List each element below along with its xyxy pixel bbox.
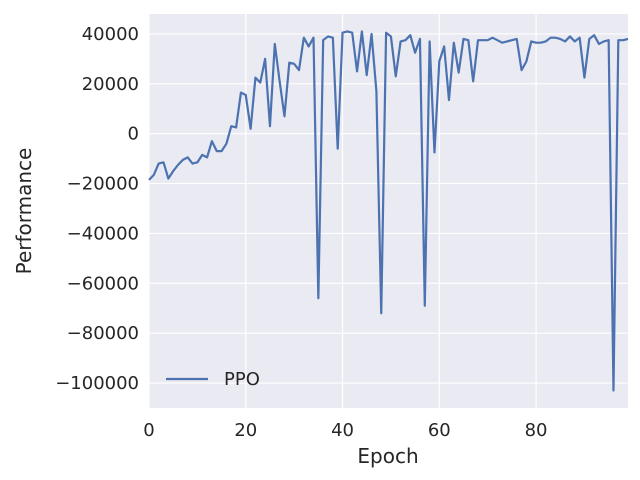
x-tick-label: 80	[525, 420, 548, 441]
y-tick-label: −100000	[55, 373, 139, 394]
x-tick-label: 0	[143, 420, 154, 441]
tick-labels: 0 20 40 60 80 40000 20000 0 −20000 −40000 −60000 −8…	[55, 24, 547, 441]
series-line-ppo	[148, 30, 629, 392]
y-tick-label: −40000	[67, 223, 139, 244]
series-layer	[148, 30, 629, 392]
y-tick-label: 0	[128, 124, 139, 145]
x-axis-label: Epoch	[357, 444, 418, 468]
legend-label-ppo: PPO	[224, 369, 260, 390]
y-tick-label: 20000	[82, 74, 139, 95]
y-tick-label: 40000	[82, 24, 139, 45]
y-tick-label: −20000	[67, 174, 139, 195]
plot-background	[149, 14, 628, 408]
x-tick-label: 20	[234, 420, 257, 441]
y-tick-label: −60000	[67, 273, 139, 294]
x-tick-label: 60	[428, 420, 451, 441]
x-tick-label: 40	[331, 420, 354, 441]
legend: PPO	[166, 369, 260, 390]
y-tick-label: −80000	[67, 323, 139, 344]
y-axis-label: Performance	[12, 148, 36, 275]
